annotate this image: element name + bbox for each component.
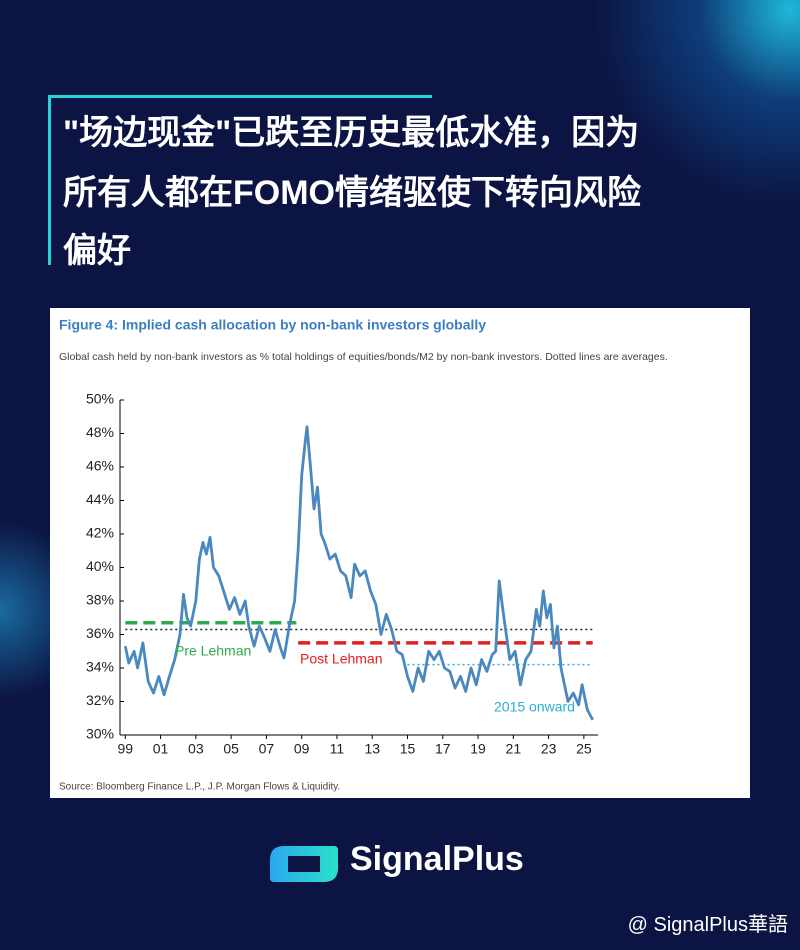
y-tick-label: 50% [86, 391, 114, 407]
y-tick-label: 32% [86, 692, 114, 708]
y-tick-label: 46% [86, 458, 114, 474]
x-tick-label: 17 [435, 741, 451, 757]
headline: 偏好 [63, 232, 131, 270]
brand-logo [270, 846, 338, 882]
y-tick-label: 42% [86, 525, 114, 541]
brand-name: SignalPlus [350, 840, 524, 878]
x-tick-label: 21 [506, 741, 522, 757]
y-tick-label: 44% [86, 491, 114, 507]
chart: Figure 4: Implied cash allocation by non… [59, 317, 668, 793]
y-tick-label: 48% [86, 424, 114, 440]
header: "场边现金"已跌至历史最低水准，因为 所有人都在FOMO情绪驱使下转向风险 偏好 [48, 95, 751, 270]
chart-card: Figure 4: Implied cash allocation by non… [50, 308, 750, 798]
x-tick-label: 19 [470, 741, 486, 757]
average-label: Pre Lehman [175, 643, 251, 659]
x-tick-label: 15 [400, 741, 416, 757]
y-tick-label: 34% [86, 659, 114, 675]
x-tick-label: 03 [188, 741, 204, 757]
x-tick-label: 07 [259, 741, 275, 757]
x-tick-label: 23 [541, 741, 557, 757]
x-tick-label: 25 [576, 741, 592, 757]
y-tick-label: 38% [86, 592, 114, 608]
source: Source: Bloomberg Finance L.P., J.P. Mor… [59, 782, 340, 793]
y-tick-label: 40% [86, 558, 114, 574]
x-tick-label: 09 [294, 741, 310, 757]
chart-subtitle: Global cash held by non-bank investors a… [59, 351, 668, 363]
x-tick-label: 13 [364, 741, 380, 757]
x-tick-label: 11 [330, 741, 345, 757]
x-tick-label: 99 [118, 741, 134, 757]
watermark: @ SignalPlus華語 [627, 914, 788, 936]
header-rule [48, 95, 432, 98]
chart-title: Figure 4: Implied cash allocation by non… [59, 317, 486, 333]
average-label: Post Lehman [300, 651, 383, 667]
y-tick-label: 30% [86, 726, 114, 742]
data-line [123, 425, 594, 721]
x-tick-label: 01 [153, 741, 169, 757]
headline: 所有人都在FOMO情绪驱使下转向风险 [63, 174, 641, 212]
x-tick-label: 05 [223, 741, 239, 757]
y-tick-label: 36% [86, 625, 114, 641]
headline: "场边现金"已跌至历史最低水准，因为 [63, 114, 640, 152]
average-label: 2015 onward [494, 699, 575, 715]
